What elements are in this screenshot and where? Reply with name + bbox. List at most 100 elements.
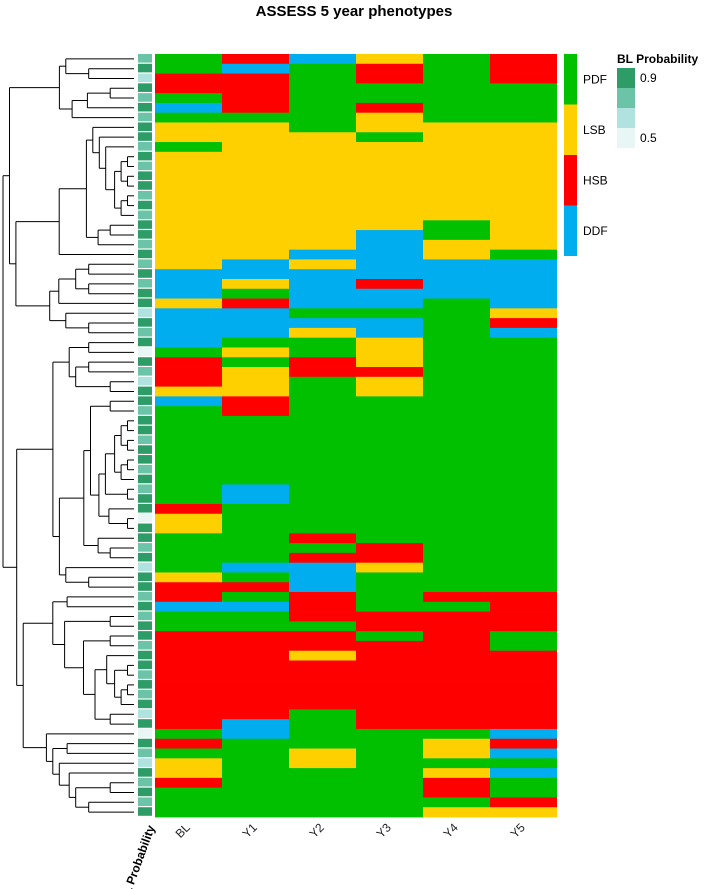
heatmap-cell: [155, 797, 222, 808]
bl-probability-cell: [138, 621, 152, 630]
heatmap-cell: [155, 523, 222, 534]
heatmap-cell: [222, 455, 289, 466]
heatmap-cell: [356, 660, 423, 671]
heatmap-cell: [423, 445, 490, 456]
heatmap-cell: [289, 445, 356, 456]
heatmap-cell: [490, 709, 557, 720]
heatmap-cell: [423, 190, 490, 202]
heatmap-cell: [222, 738, 289, 749]
heatmap-cell: [155, 142, 222, 153]
heatmap-cell: [356, 190, 423, 202]
heatmap-cell: [356, 689, 423, 701]
heatmap-cell: [289, 572, 356, 583]
heatmap-cell: [356, 415, 423, 427]
heatmap-cell: [490, 288, 557, 299]
heatmap-cell: [289, 200, 356, 211]
heatmap-cell: [222, 210, 289, 221]
heatmap-cell: [356, 376, 423, 387]
bl-probability-cell: [138, 435, 152, 445]
heatmap-cell: [289, 112, 356, 123]
heatmap-cell: [356, 220, 423, 231]
heatmap-cell: [155, 513, 222, 524]
bl-probability-cell: [138, 54, 152, 63]
heatmap-cell: [490, 327, 557, 339]
heatmap-cell: [423, 758, 490, 769]
bl-probability-cell: [138, 807, 152, 816]
heatmap-cell: [356, 230, 423, 241]
heatmap-cell: [356, 455, 423, 466]
heatmap-cell: [356, 670, 423, 681]
bl-probability-cell: [138, 494, 152, 503]
heatmap-cell: [155, 230, 222, 241]
heatmap-cell: [356, 601, 423, 612]
heatmap-cell: [289, 181, 356, 192]
heatmap-cell: [490, 239, 557, 251]
heatmap-cell: [155, 758, 222, 769]
heatmap-cell: [356, 425, 423, 436]
heatmap-cell: [155, 592, 222, 603]
heatmap-cell: [222, 640, 289, 652]
heatmap-cell: [423, 680, 490, 691]
bl-probability-cell: [138, 680, 152, 689]
bl-probability-cell: [138, 288, 152, 298]
bl-probability-cell: [138, 376, 152, 386]
legend-label-lsb: LSB: [583, 123, 606, 137]
heatmap-cell: [490, 63, 557, 74]
heatmap-cell: [423, 562, 490, 573]
legend-label-hsb: HSB: [583, 173, 608, 187]
heatmap-cell: [222, 269, 289, 280]
heatmap-cell: [490, 386, 557, 397]
heatmap-cell: [155, 543, 222, 554]
heatmap-cell: [222, 748, 289, 759]
heatmap-cell: [490, 200, 557, 211]
heatmap-cell: [423, 308, 490, 319]
bl-probability-cell: [138, 406, 152, 415]
bl-probability-cell: [138, 210, 152, 220]
heatmap-cell: [222, 611, 289, 622]
heatmap-cell: [289, 327, 356, 339]
bl-probability-cell: [138, 200, 152, 210]
heatmap-cell: [356, 680, 423, 691]
heatmap-cell: [356, 474, 423, 485]
heatmap-cell: [490, 151, 557, 162]
bl-probability-cell: [138, 278, 152, 288]
heatmap-cell: [423, 386, 490, 397]
heatmap-cell: [155, 640, 222, 652]
heatmap-cell: [155, 190, 222, 202]
heatmap-cell: [490, 582, 557, 593]
heatmap-cell: [490, 367, 557, 378]
heatmap-cell: [155, 484, 222, 495]
heatmap-cell: [490, 93, 557, 104]
bl-probability-cell: [138, 230, 152, 239]
heatmap-cell: [155, 63, 222, 74]
heatmap-cell: [356, 308, 423, 319]
bl-probability-cell: [138, 93, 152, 102]
probability-legend-swatch: [617, 128, 635, 148]
heatmap-cell: [155, 719, 222, 730]
heatmap-cell: [222, 230, 289, 241]
bl-probability-cell: [138, 415, 152, 425]
heatmap-cell: [155, 112, 222, 123]
heatmap-cell: [222, 396, 289, 407]
heatmap-cell: [289, 660, 356, 671]
phenotype-legend: PDF LSB HSB DDF: [564, 54, 608, 256]
heatmap-cell: [222, 288, 289, 299]
legend-swatch-lsb: [564, 104, 577, 155]
heatmap-cell: [222, 650, 289, 661]
heatmap-cell: [356, 161, 423, 172]
heatmap-cell: [289, 621, 356, 632]
heatmap-cell: [222, 552, 289, 564]
heatmap-cell: [490, 230, 557, 241]
heatmap-cell: [289, 415, 356, 427]
heatmap-cell: [155, 406, 222, 417]
probability-legend-swatch: [617, 68, 635, 88]
heatmap-cell: [289, 210, 356, 221]
heatmap-cell: [222, 181, 289, 192]
heatmap-cell: [222, 190, 289, 202]
heatmap-cell: [289, 777, 356, 789]
heatmap-cell: [490, 406, 557, 417]
heatmap-cell: [155, 337, 222, 348]
heatmap-cell: [222, 572, 289, 583]
heatmap-cell: [356, 367, 423, 378]
heatmap-cell: [289, 728, 356, 740]
